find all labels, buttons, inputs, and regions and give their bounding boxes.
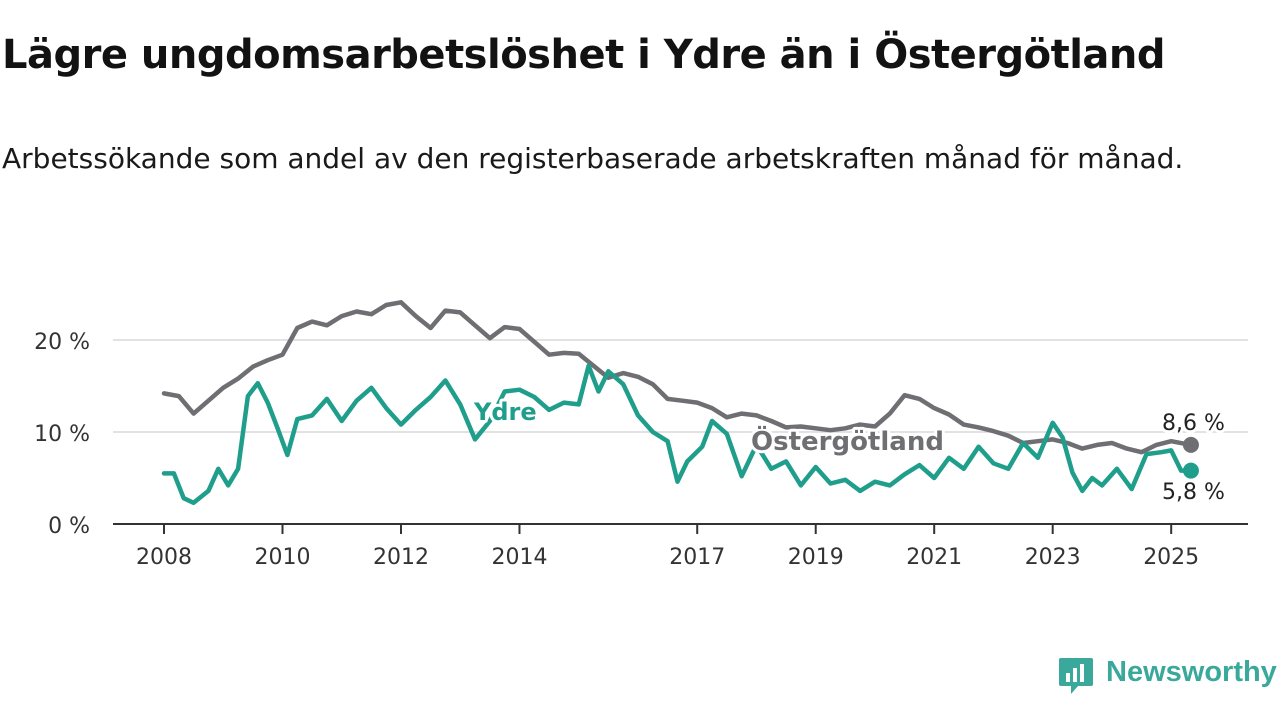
x-tick-label: 2012 xyxy=(373,545,429,570)
series-end-point xyxy=(1182,436,1199,453)
y-tick-label: 0 % xyxy=(48,514,90,539)
x-tick-label: 2014 xyxy=(491,545,547,570)
series-label-ydre: Ydre xyxy=(473,398,537,426)
x-tick-label: 2019 xyxy=(788,545,844,570)
x-tick-label: 2025 xyxy=(1143,545,1199,570)
y-axis-ticks: 0 % 10 % 20 % xyxy=(34,330,90,539)
chart-title: Lägre ungdomsarbetslöshet i Ydre än i Ös… xyxy=(2,32,1166,78)
series-line-ydre xyxy=(161,363,1194,506)
newsworthy-logo-icon xyxy=(1059,658,1093,694)
series-end-point xyxy=(1182,462,1199,479)
x-tick-label: 2008 xyxy=(136,545,192,570)
series-labels: Ydre Östergötland 8,6 % 5,8 % xyxy=(470,395,1228,508)
brand-name: Newsworthy xyxy=(1106,656,1277,688)
series-line-ostergotland xyxy=(161,300,1194,455)
y-tick-label: 10 % xyxy=(34,422,90,447)
chart-subtitle: Arbetssökande som andel av den registerb… xyxy=(2,142,1184,175)
end-value-ydre: 5,8 % xyxy=(1162,480,1225,505)
series-lines xyxy=(161,300,1199,506)
x-tick-label: 2010 xyxy=(254,545,310,570)
x-axis: 2008 2010 2012 2014 2017 2019 2021 2023 2025 xyxy=(113,523,1248,570)
newsworthy-logo: Newsworthy xyxy=(1058,654,1280,698)
x-tick-label: 2023 xyxy=(1025,545,1081,570)
y-tick-label: 20 % xyxy=(34,330,90,355)
x-tick-label: 2017 xyxy=(669,545,725,570)
x-tick-label: 2021 xyxy=(906,545,962,570)
series-label-ostergotland: Östergötland xyxy=(751,424,944,457)
end-value-ostergotland: 8,6 % xyxy=(1162,411,1225,436)
